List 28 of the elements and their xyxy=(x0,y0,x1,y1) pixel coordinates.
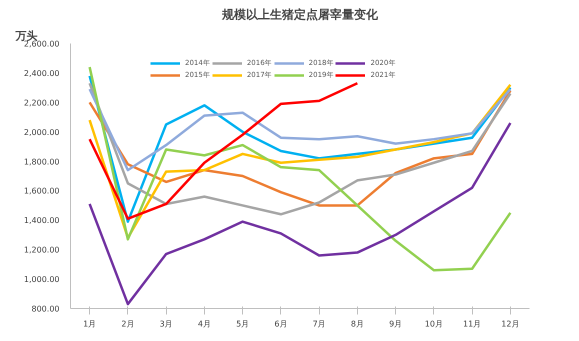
y-tick-label: 1,200.00 xyxy=(24,246,60,255)
x-tick-label: 1月 xyxy=(83,320,96,328)
x-tick-label: 7月 xyxy=(312,320,326,328)
y-tick-label: 2,000.00 xyxy=(24,128,60,137)
x-tick-label: 3月 xyxy=(160,320,173,328)
x-tick-label: 4月 xyxy=(198,320,211,328)
x-tick-label: 11月 xyxy=(463,320,482,328)
x-tick-label: 5月 xyxy=(236,320,250,328)
y-tick-label: 2,200.00 xyxy=(24,98,60,108)
x-tick-label: 6月 xyxy=(274,320,288,328)
y-tick-label: 800.00 xyxy=(32,304,60,314)
x-tick-label: 12月 xyxy=(501,320,520,328)
line-series xyxy=(88,66,512,272)
x-tick-label: 8月 xyxy=(350,320,364,328)
y-axis-title: 万头 xyxy=(14,30,38,42)
line-series xyxy=(88,88,512,172)
y-tick-label: 2,600.00 xyxy=(24,40,60,48)
x-tick-label: 2月 xyxy=(121,320,134,328)
x-tick-label: 9月 xyxy=(389,320,402,328)
y-tick-label: 2,400.00 xyxy=(24,68,60,78)
y-tick-label: 1,800.00 xyxy=(24,157,60,166)
y-tick-label: 1,400.00 xyxy=(24,216,60,226)
y-tick-label: 1,000.00 xyxy=(24,275,60,284)
line-series xyxy=(88,82,359,220)
y-tick-label: 1,600.00 xyxy=(24,186,60,196)
line-series xyxy=(88,122,512,306)
chart-title: 规模以上生猪定点屠宰量变化 xyxy=(221,8,379,22)
x-tick-label: 10月 xyxy=(424,320,443,328)
